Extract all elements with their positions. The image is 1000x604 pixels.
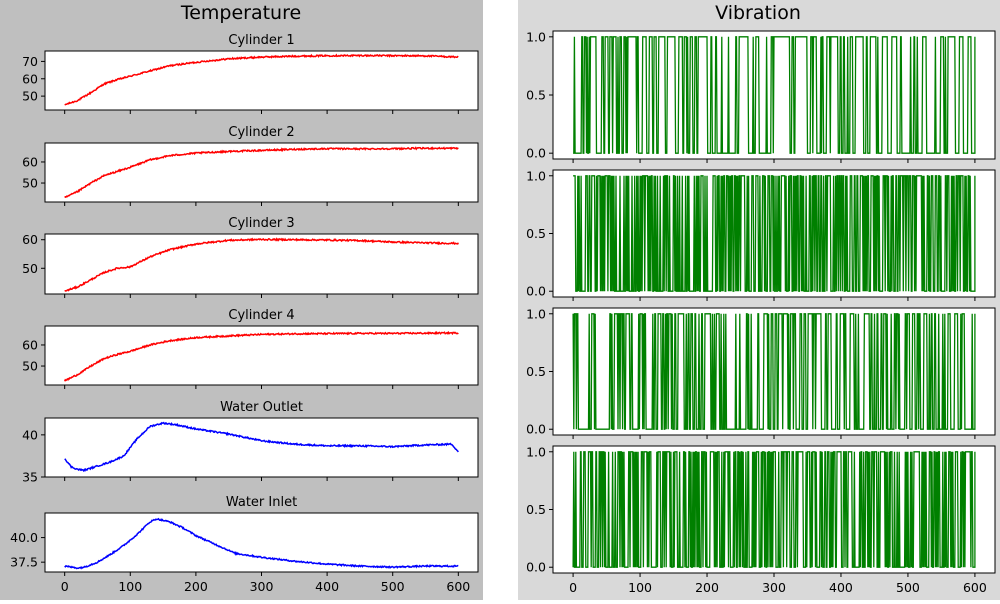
temperature-series-line (64, 330, 459, 382)
x-tick-label: 100 (628, 580, 652, 595)
subplot-5: Water Outlet 35 40 (22, 400, 479, 485)
y-tick-label: 0.0 (526, 422, 546, 437)
y-tick-label: 0.0 (526, 284, 546, 299)
x-tick-label: 500 (896, 580, 920, 595)
plot-frame (44, 417, 479, 478)
y-tick-label: 60 (22, 232, 38, 247)
vibration-series-line (572, 313, 976, 430)
vibration-series-line (573, 36, 976, 154)
y-tick-label: 60 (22, 337, 38, 352)
y-tick-label: 40.0 (10, 530, 38, 545)
subplot-8: 0.0 0.5 1.0 (526, 168, 996, 301)
y-tick-label: 60 (22, 71, 38, 86)
subplot-6: Water Inlet 37.5 40.0 0 100 200 300 400 500 600 (10, 495, 479, 594)
temperature-series-line (64, 517, 459, 570)
plot-frame (44, 142, 479, 203)
vibration-series-line (573, 175, 976, 292)
plot-frame (44, 233, 479, 295)
y-tick-label: 40 (22, 427, 38, 442)
subplot-4: Cylinder 4 50 60 (22, 308, 479, 389)
temperature-series-line (64, 421, 459, 473)
plot-area (45, 513, 478, 572)
subplot-9: 0.0 0.5 1.0 (526, 306, 996, 439)
x-tick-label: 200 (695, 580, 719, 595)
x-tick-label: 600 (963, 580, 987, 595)
plot-frame (44, 50, 479, 111)
x-tick-label: 300 (762, 580, 786, 595)
y-tick-label: 0.5 (526, 226, 546, 241)
plot-area (45, 143, 478, 202)
y-tick-label: 37.5 (10, 555, 38, 570)
plot-frame (552, 307, 996, 436)
plot-frame (552, 169, 996, 298)
y-tick-label: 0.5 (526, 88, 546, 103)
y-tick-label: 1.0 (526, 168, 546, 183)
y-tick-label: 50 (22, 359, 38, 374)
subplot-10: 0.0 0.5 1.0 0 100 200 300 400 500 600 (526, 444, 996, 595)
temperature-series-line (64, 53, 459, 106)
plot-frame (44, 325, 479, 386)
subplot-title: Cylinder 4 (228, 308, 294, 323)
x-tick-label: 600 (446, 579, 470, 594)
plot-area (45, 418, 478, 477)
subplot-title: Cylinder 3 (228, 216, 294, 231)
x-tick-label: 400 (829, 580, 853, 595)
temperature-series-line (64, 146, 459, 198)
x-tick-label: 0 (569, 580, 577, 595)
plot-frame (552, 445, 996, 574)
subplot-title: Cylinder 2 (228, 125, 294, 140)
y-tick-label: 50 (22, 89, 38, 104)
y-tick-label: 0.0 (526, 146, 546, 161)
plot-area (553, 308, 995, 435)
y-tick-label: 1.0 (526, 306, 546, 321)
subplot-title: Cylinder 1 (228, 33, 294, 48)
y-tick-label: 1.0 (526, 444, 546, 459)
plot-area (45, 51, 478, 110)
x-tick-label: 200 (184, 579, 208, 594)
y-tick-label: 70 (22, 54, 38, 69)
x-tick-label: 300 (250, 579, 274, 594)
y-tick-label: 0.5 (526, 502, 546, 517)
subplot-title: Water Outlet (220, 400, 303, 415)
subplot-1: Cylinder 1 50 60 70 (22, 33, 479, 114)
vibration-series-line (572, 451, 976, 568)
y-tick-label: 35 (22, 470, 38, 485)
subplot-3: Cylinder 3 50 60 (22, 216, 479, 298)
x-tick-label: 0 (61, 579, 69, 594)
plot-frame (552, 30, 996, 160)
vibration-panel-title: Vibration (715, 2, 801, 24)
plot-area (45, 234, 478, 294)
y-tick-label: 50 (22, 261, 38, 276)
subplot-7: 0.0 0.5 1.0 (526, 29, 996, 163)
x-tick-label: 400 (315, 579, 339, 594)
y-tick-label: 1.0 (526, 29, 546, 44)
y-tick-label: 0.5 (526, 364, 546, 379)
y-tick-label: 0.0 (526, 560, 546, 575)
y-tick-label: 50 (22, 176, 38, 191)
subplot-2: Cylinder 2 50 60 (22, 125, 479, 206)
x-tick-label: 100 (118, 579, 142, 594)
y-tick-label: 60 (22, 154, 38, 169)
temperature-series-line (64, 237, 459, 292)
x-tick-label: 500 (381, 579, 405, 594)
subplot-title: Water Inlet (226, 495, 297, 510)
plot-frame (44, 512, 479, 573)
temperature-panel-title: Temperature (180, 2, 301, 24)
